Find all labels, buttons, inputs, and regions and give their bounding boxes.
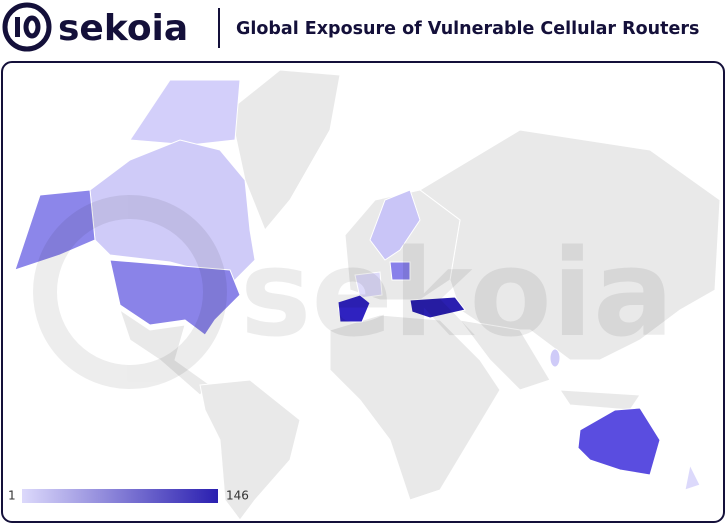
legend-min-label: 1 xyxy=(8,489,16,503)
region xyxy=(14,189,96,271)
logo-mark xyxy=(23,15,41,39)
watermark-mark xyxy=(33,195,227,389)
map xyxy=(14,69,721,521)
watermark-text: sekoia xyxy=(240,225,674,364)
region xyxy=(89,139,256,286)
region xyxy=(409,296,466,319)
header: sekoia Global Exposure of Vulnerable Cel… xyxy=(2,2,699,52)
region xyxy=(577,407,661,476)
region xyxy=(369,189,421,261)
region xyxy=(109,259,241,336)
page-title: Global Exposure of Vulnerable Cellular R… xyxy=(236,19,699,39)
region xyxy=(458,319,551,391)
region xyxy=(419,129,721,361)
region xyxy=(354,271,383,299)
region xyxy=(199,379,301,521)
logo-text: sekoia xyxy=(58,8,188,49)
logo-mark xyxy=(15,17,20,37)
region xyxy=(337,294,371,323)
region xyxy=(684,463,701,491)
region xyxy=(329,314,501,501)
legend-scale xyxy=(22,489,218,503)
region xyxy=(229,69,341,231)
region xyxy=(389,261,411,281)
legend-max-label: 146 xyxy=(226,489,249,503)
watermark: sekoia xyxy=(33,195,674,389)
legend: 1 146 xyxy=(8,489,249,503)
region xyxy=(549,348,561,368)
logo-mark xyxy=(2,2,52,52)
